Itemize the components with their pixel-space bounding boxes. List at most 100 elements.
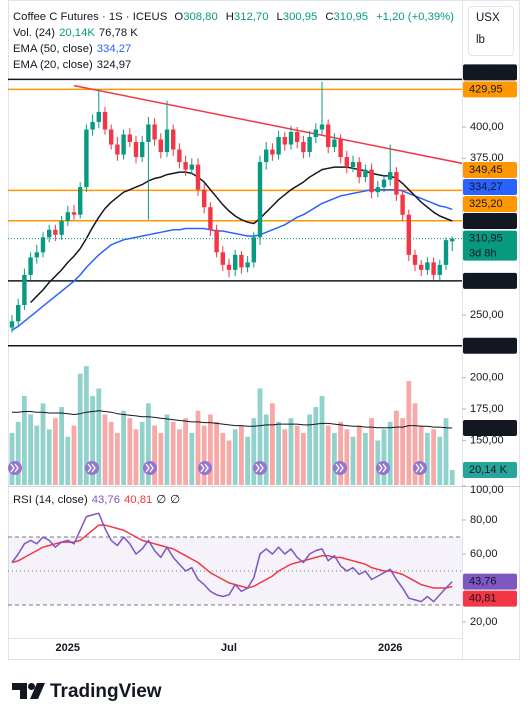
- volume-bar: [102, 414, 108, 485]
- candle-body: [301, 142, 306, 153]
- candle-body: [71, 212, 77, 215]
- candle-body: [313, 129, 318, 138]
- candle-body: [425, 262, 430, 270]
- ohlc-value: 312,70: [233, 11, 269, 23]
- candle-body: [47, 229, 52, 238]
- candle-body: [208, 207, 213, 230]
- x-tick-label: 2025: [56, 642, 80, 654]
- candle-body: [363, 169, 368, 178]
- rsi-ma-value: 40,81: [124, 494, 153, 506]
- volume-ma-line: [12, 410, 453, 429]
- candle-body: [90, 121, 95, 130]
- volume-bar: [412, 403, 418, 485]
- volume-bar: [15, 421, 21, 485]
- axis-badge: [463, 272, 517, 289]
- axis-badge: [463, 81, 517, 98]
- volume-bar: [425, 433, 430, 485]
- volume-bar: [232, 429, 238, 485]
- rsi-tick-label: 60,00: [470, 548, 498, 560]
- logo[interactable]: TradingView: [12, 681, 162, 702]
- unit-selector[interactable]: USX lb: [468, 6, 514, 56]
- event-icon: [333, 461, 347, 475]
- candle-body: [109, 129, 114, 145]
- volume-bar: [177, 429, 182, 485]
- candle-body: [9, 321, 15, 328]
- event-icon: [85, 461, 99, 475]
- candle-body: [332, 139, 337, 148]
- candle-body: [375, 187, 380, 193]
- candle-body: [264, 149, 269, 163]
- axis-badge-label: 325,20: [469, 198, 503, 210]
- event-icon-glyph: [255, 463, 264, 473]
- volume-bar: [257, 388, 263, 485]
- rsi-name: RSI (14, close): [13, 494, 88, 506]
- volume-bar: [437, 436, 443, 485]
- y-tick-label: 150,00: [470, 434, 504, 446]
- event-icon-glyph: [145, 463, 154, 473]
- trendline: [73, 84, 462, 165]
- chart-frame: [8, 0, 520, 660]
- axis-badge: [463, 230, 517, 261]
- legend-rsi: RSI (14, close) 43,76 40,81 ∅ ∅: [13, 492, 184, 508]
- candle-body: [121, 134, 126, 155]
- candle-body: [394, 172, 399, 195]
- event-icon: [143, 461, 157, 475]
- volume-bar: [189, 433, 195, 485]
- logo-dot: [28, 683, 35, 690]
- candle-body: [245, 262, 250, 268]
- candle-body: [183, 162, 188, 170]
- ohlc-value: 300,95: [282, 11, 318, 23]
- volume-bar: [245, 436, 250, 485]
- volume-bar: [356, 425, 362, 485]
- candle-body: [257, 162, 263, 238]
- volume-bar: [158, 433, 164, 485]
- candle-body: [276, 137, 281, 155]
- candle-body: [78, 187, 83, 215]
- y-tick-label: 375,00: [470, 152, 504, 164]
- candle-body: [233, 254, 238, 270]
- volume-bar: [22, 395, 27, 485]
- candle-body: [171, 129, 176, 150]
- unit: lb: [476, 34, 485, 46]
- axis-badge: [463, 419, 517, 436]
- volume-bar: [195, 410, 201, 485]
- axis-badge-label: 310,95: [469, 233, 503, 245]
- volume-bar: [301, 433, 306, 485]
- candle-body: [412, 254, 418, 265]
- axis-badge: [463, 64, 517, 81]
- axis-badge-label: 43,76: [469, 576, 497, 588]
- volume-bar: [418, 425, 424, 485]
- candle-body: [28, 257, 33, 275]
- price-pane: [8, 78, 462, 485]
- axis-badge: [463, 179, 517, 196]
- event-icon-glyph: [10, 463, 19, 473]
- axis-badge: [463, 337, 517, 354]
- volume-bar: [96, 388, 102, 485]
- volume-bar: [170, 421, 176, 485]
- volume-bar: [59, 407, 64, 485]
- ohlc-key: O: [174, 11, 184, 23]
- event-icon: [253, 461, 267, 475]
- candle-body: [195, 164, 201, 190]
- candle-body: [65, 212, 70, 221]
- candle-body: [152, 124, 157, 140]
- event-icon-glyph: [87, 463, 96, 473]
- axis-badge-label: 437,95: [469, 66, 503, 78]
- volume-bar: [139, 421, 145, 485]
- ohlc-value: 308,80: [183, 11, 218, 23]
- volume-bar: [381, 429, 387, 485]
- ema50-value: 334,27: [96, 43, 132, 55]
- y-tick-label: 250,00: [470, 309, 504, 321]
- axis-badge-label: 40,81: [469, 593, 497, 605]
- candle-body: [127, 134, 132, 143]
- axis-badge: [463, 162, 517, 179]
- axis-badge: [463, 196, 517, 213]
- legend-main: Coffee C Futures · 1S · ICEUS O308,80 H31…: [13, 9, 458, 73]
- candle-body: [338, 139, 343, 158]
- rsi-line: [11, 512, 453, 603]
- rsi-ma-line: [11, 524, 453, 589]
- candle-body: [214, 229, 219, 253]
- axis-badge-label: 76,78 K: [469, 422, 508, 434]
- volume-bar: [332, 433, 337, 485]
